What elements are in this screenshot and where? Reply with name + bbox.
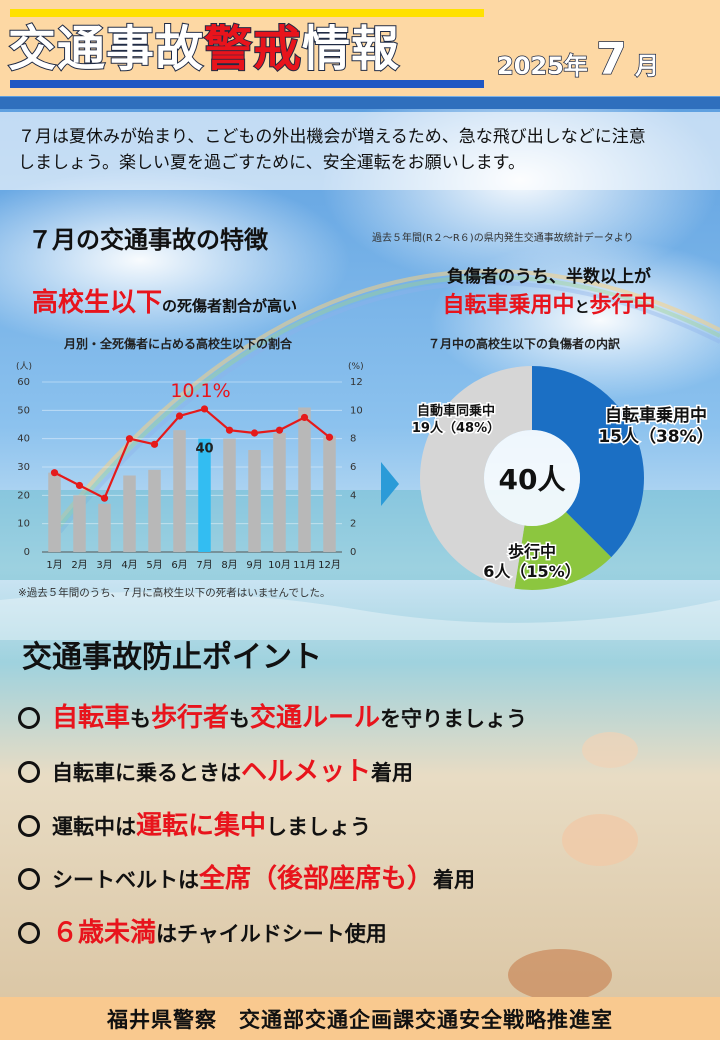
right-tick-label: 8 — [350, 434, 356, 445]
x-tick-label: 7月 — [196, 559, 212, 571]
monthly-bar-line-chart: (人) (%) 0 10 20 30 40 50 60 0 2 4 6 8 10 12 1月 2月 3月 4月 5月 6月… — [16, 361, 364, 571]
header-divider — [0, 97, 720, 109]
chart-footnote: ※過去５年間のうち、７月に高校生以下の死者はいませんでした。 — [18, 587, 331, 599]
bar-10月 — [273, 433, 286, 552]
x-tick-label: 4月 — [121, 559, 137, 571]
features-title: ７月の交通事故の特徴 — [28, 226, 268, 254]
bar-chart-title: 月別・全死傷者に占める高校生以下の割合 — [64, 337, 293, 351]
title-warning-word: 警戒 — [203, 20, 303, 78]
left-tick-label: 50 — [17, 405, 30, 416]
x-tick-label: 2月 — [71, 559, 87, 571]
x-tick-label: 3月 — [96, 559, 112, 571]
ratio-point-3月 — [100, 494, 109, 502]
donut-center-total: 40人 — [499, 463, 566, 496]
points-title: 交通事故防止ポイント — [22, 640, 322, 675]
x-tick-label: 12月 — [318, 559, 341, 571]
right-headline: 負傷者のうち、半数以上が 自転車乗用中と歩行中 — [442, 267, 656, 318]
title-top-stripe — [10, 9, 484, 17]
source-note: 過去５年間(R２〜R６)の県内発生交通事故統計データより — [372, 233, 634, 244]
bar-3月 — [98, 503, 111, 552]
intro-panel — [0, 112, 720, 190]
issue-date: 2025年 7 月 — [496, 33, 660, 86]
point-item-4: シートベルトは全席（後部座席も）着用 — [18, 862, 708, 897]
ratio-point-2月 — [75, 481, 84, 490]
left-tick-label: 60 — [17, 377, 30, 388]
x-tick-label: 6月 — [171, 559, 187, 571]
bar-7月 — [198, 438, 211, 552]
ratio-point-1月 — [50, 469, 59, 477]
slice-2 — [419, 366, 532, 589]
bar-12月 — [323, 435, 336, 552]
pie-chart-title: ７月中の高校生以下の負傷者の内訳 — [428, 337, 621, 351]
title-bottom-stripe — [10, 80, 484, 88]
slice-count-label-2: 19人（48%） — [412, 420, 500, 436]
right-tick-label: 0 — [350, 547, 356, 558]
slice-1 — [514, 511, 612, 590]
x-tick-label: 11月 — [293, 559, 316, 571]
peak-ratio-label: 10.1% — [170, 380, 230, 402]
bar-8月 — [223, 438, 236, 552]
right-tick-label: 4 — [350, 490, 356, 501]
x-tick-label: 8月 — [221, 559, 237, 571]
bar-4月 — [123, 475, 136, 552]
ratio-point-10月 — [275, 426, 284, 434]
point-item-3: 運転中は運転に集中しましょう — [18, 809, 708, 844]
slice-count-label-0: 15人（38%） — [598, 426, 713, 447]
footer-organization: 福井県警察 交通部交通企画課交通安全戦略推進室 — [107, 1008, 613, 1032]
ratio-point-5月 — [150, 440, 159, 448]
bar-6月 — [173, 430, 186, 552]
ratio-point-7月 — [200, 405, 209, 413]
left-tick-label: 40 — [17, 434, 30, 445]
footer-band — [0, 997, 720, 1040]
left-tick-label: 20 — [17, 490, 30, 501]
left-tick-label: 30 — [17, 462, 30, 473]
bar-9月 — [248, 450, 261, 552]
bar-2月 — [73, 495, 86, 552]
ratio-point-8月 — [225, 426, 234, 434]
intro-text: ７月は夏休みが始まり、こどもの外出機会が増えるため、急な飛び出しなどに注意 しま… — [18, 127, 646, 173]
donut-hole — [484, 430, 580, 526]
circle-bullet-icon — [18, 922, 40, 944]
page-title: 交通事故警戒情報 — [7, 20, 401, 78]
x-tick-label: 1月 — [46, 559, 62, 571]
slice-label-2: 自動車同乗中 — [417, 403, 495, 419]
circle-bullet-icon — [18, 707, 40, 729]
slice-label-1: 歩行中 — [508, 542, 556, 561]
point-item-1: 自転車も歩行者も交通ルールを守りましょう — [18, 701, 708, 736]
left-tick-label: 10 — [17, 519, 30, 530]
circle-bullet-icon — [18, 761, 40, 783]
ratio-point-6月 — [175, 412, 184, 420]
bar-5月 — [148, 469, 161, 552]
left-tick-label: 0 — [24, 547, 30, 558]
bar-11月 — [298, 407, 311, 552]
right-tick-label: 6 — [350, 462, 356, 473]
ratio-point-12月 — [325, 433, 334, 441]
x-tick-label: 10月 — [268, 559, 291, 571]
highlight-bar-value-label: 40 — [195, 442, 213, 457]
x-tick-label: 9月 — [246, 559, 262, 571]
ratio-point-4月 — [125, 435, 134, 443]
slice-label-0: 自転車乗用中 — [605, 405, 707, 426]
slice-count-label-1: 6人（15%） — [483, 562, 580, 581]
point-item-2: 自転車に乗るときはヘルメット着用 — [18, 755, 708, 790]
right-tick-label: 12 — [350, 377, 363, 388]
x-tick-label: 5月 — [146, 559, 162, 571]
circle-bullet-icon — [18, 815, 40, 837]
right-axis-unit: (%) — [348, 362, 364, 372]
arrow-right-icon — [381, 462, 399, 506]
ratio-point-9月 — [250, 429, 259, 437]
left-headline: 高校生以下の死傷者割合が高い — [32, 288, 298, 318]
slice-0 — [532, 366, 644, 558]
right-tick-label: 10 — [350, 405, 363, 416]
point-item-5: ６歳未満はチャイルドシート使用 — [18, 916, 708, 951]
circle-bullet-icon — [18, 868, 40, 890]
ratio-line — [54, 407, 331, 500]
bar-1月 — [48, 472, 61, 552]
left-axis-unit: (人) — [16, 361, 32, 372]
right-tick-label: 2 — [350, 519, 356, 530]
ratio-point-11月 — [300, 413, 309, 422]
